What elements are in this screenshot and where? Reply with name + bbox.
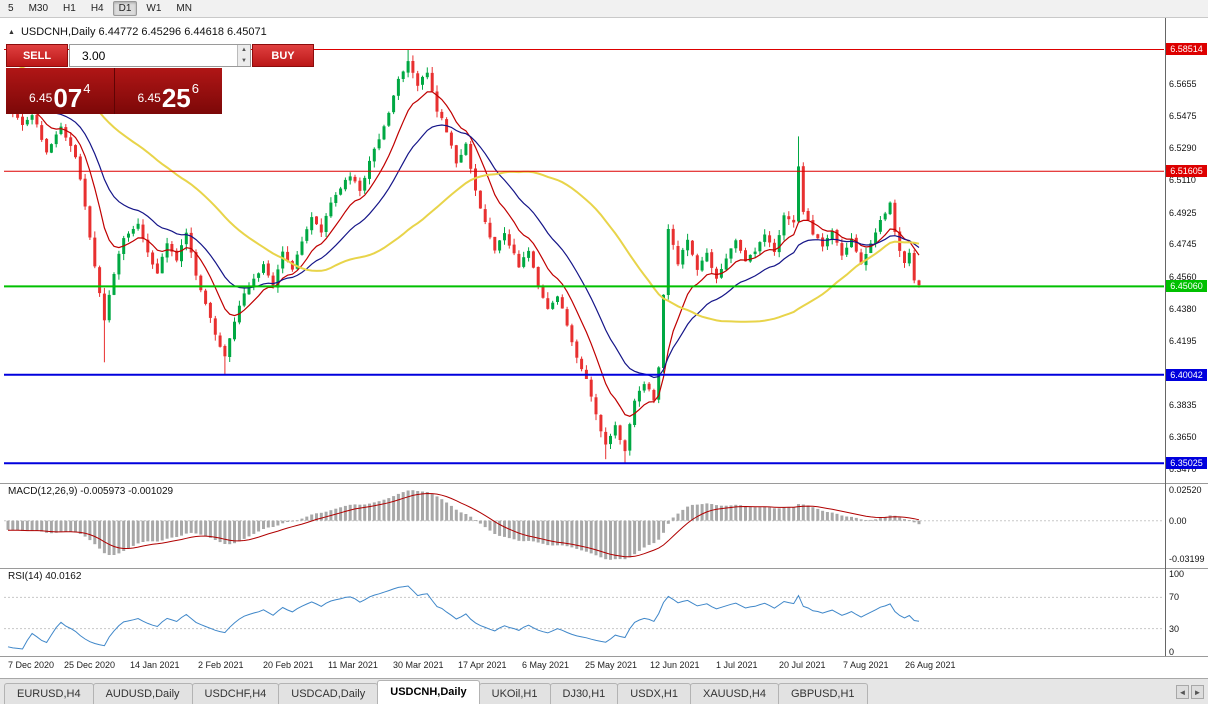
lot-decrease-button[interactable]: ▼	[238, 55, 250, 66]
chart-tab-ukoil-h1[interactable]: UKOil,H1	[478, 683, 551, 704]
buy-button[interactable]: BUY	[252, 44, 314, 67]
chart-tab-dj30-h1[interactable]: DJ30,H1	[549, 683, 619, 704]
timeframe-button-5[interactable]: 5	[8, 3, 14, 14]
chart-tab-usdx-h1[interactable]: USDX,H1	[617, 683, 691, 704]
chart-tab-usdchf-h4[interactable]: USDCHF,H4	[191, 683, 280, 704]
timeframe-button-w1[interactable]: W1	[146, 3, 162, 14]
chart-window: 6.5855 6.5655 6.5475 6.5290 6.5110 6.4925 6.47…	[0, 18, 1208, 678]
chart-tab-usdcad-daily[interactable]: USDCAD,Daily	[278, 683, 379, 704]
one-click-collapse-icon[interactable]: ▲	[8, 28, 15, 36]
timeframe-button-mn[interactable]: MN	[176, 3, 192, 14]
timeframe-toolbar: 5 M30 H1 H4 D1 W1 MN	[0, 0, 1208, 18]
sell-price-display[interactable]: 6.45 07 4	[6, 68, 114, 114]
timeframe-button-h1[interactable]: H1	[63, 3, 76, 14]
lot-size-control: ▲ ▼	[69, 44, 251, 67]
macd-indicator-label: MACD(12,26,9) -0.005973 -0.001029	[8, 486, 174, 497]
chart-tab-bar: EURUSD,H4 AUDUSD,Daily USDCHF,H4 USDCAD,Dai…	[0, 678, 1208, 704]
lot-size-input[interactable]	[70, 45, 237, 66]
tab-scroll-left-button[interactable]: ◄	[1176, 685, 1189, 699]
lot-spinner: ▲ ▼	[237, 45, 250, 66]
timeframe-button-h4[interactable]: H4	[90, 3, 104, 14]
sell-price-pip-digit: 4	[83, 81, 91, 96]
buy-price-prefix: 6.45	[137, 91, 161, 105]
lot-increase-button[interactable]: ▲	[238, 45, 250, 56]
tab-scroll-controls: ◄ ►	[1176, 685, 1204, 699]
price-chart-canvas[interactable]	[0, 18, 1208, 678]
sell-price-prefix: 6.45	[28, 91, 53, 105]
chart-tab-audusd-daily[interactable]: AUDUSD,Daily	[92, 683, 193, 704]
buy-price-display[interactable]: 6.45 25 6	[113, 68, 222, 114]
buy-price-pip-digit: 6	[191, 81, 199, 96]
rsi-indicator-label: RSI(14) 40.0162	[8, 571, 82, 582]
bid-ask-display: 6.45 07 4 6.45 25 6	[6, 68, 222, 114]
sell-price-big-digits: 07	[53, 83, 83, 113]
sell-button[interactable]: SELL	[6, 44, 68, 67]
chart-tab-gbpusd-h1[interactable]: GBPUSD,H1	[777, 683, 868, 704]
timeframe-button-d1[interactable]: D1	[112, 1, 138, 16]
chart-tab-xauusd-h4[interactable]: XAUUSD,H4	[689, 683, 779, 704]
chart-tab-eurusd-h4[interactable]: EURUSD,H4	[4, 683, 94, 704]
chart-tabs: EURUSD,H4 AUDUSD,Daily USDCHF,H4 USDCAD,Dai…	[0, 679, 1208, 704]
chart-tab-usdcnh-daily[interactable]: USDCNH,Daily	[377, 680, 480, 704]
chart-info-line: ▲ USDCNH,Daily 6.44772 6.45296 6.44618 6…	[8, 26, 267, 38]
tab-scroll-right-button[interactable]: ►	[1191, 685, 1204, 699]
timeframe-button-m30[interactable]: M30	[28, 3, 49, 14]
chart-ohlc-text: USDCNH,Daily 6.44772 6.45296 6.44618 6.4…	[20, 26, 267, 38]
buy-price-big-digits: 25	[161, 83, 191, 113]
